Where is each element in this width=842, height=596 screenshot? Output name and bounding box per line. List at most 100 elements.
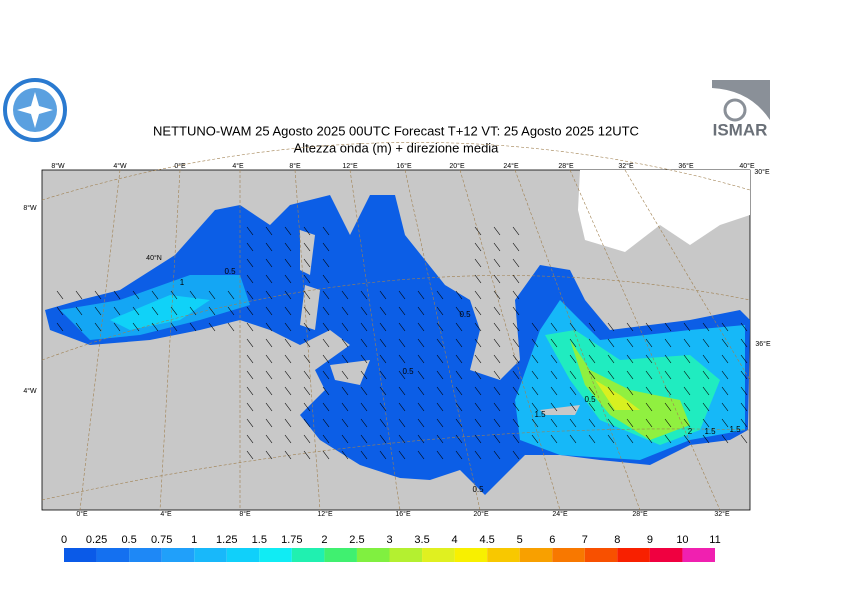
arrow: [398, 402, 406, 412]
arrow: [284, 450, 292, 460]
arrow: [493, 338, 501, 348]
arrow: [322, 450, 330, 460]
arrow: [284, 402, 292, 412]
arrow: [569, 434, 577, 444]
arrow: [664, 338, 672, 348]
arrow: [398, 354, 406, 364]
lon-label: 40°E: [739, 162, 755, 170]
arrow: [493, 306, 501, 316]
arrow: [341, 402, 349, 412]
arrow: [512, 434, 520, 444]
arrow: [341, 338, 349, 348]
arrow: [645, 354, 653, 364]
arrow: [436, 402, 444, 412]
color-box: [454, 548, 488, 562]
arrow: [626, 434, 634, 444]
arrow: [265, 450, 273, 460]
lon-label: 16°E: [395, 510, 411, 518]
arrow: [512, 322, 520, 332]
arrow: [474, 338, 482, 348]
legend-label: 0: [61, 534, 67, 546]
arrow: [474, 386, 482, 396]
arrow: [702, 338, 710, 348]
arrow: [436, 290, 444, 300]
arrow: [360, 434, 368, 444]
arrow: [284, 434, 292, 444]
arrow: [75, 306, 83, 316]
arrow: [379, 450, 387, 460]
arrow: [512, 386, 520, 396]
contour-label: 2: [688, 427, 693, 436]
subtitle: Altezza onda (m) + direzione media: [294, 140, 500, 155]
arrow: [550, 370, 558, 380]
arrow: [683, 386, 691, 396]
arrow: [113, 306, 121, 316]
arrow: [607, 402, 615, 412]
arrow: [322, 242, 330, 252]
legend-label: 0.75: [151, 534, 172, 546]
arrow: [626, 418, 634, 428]
arrow: [113, 322, 121, 332]
arrow: [436, 354, 444, 364]
arrow: [284, 274, 292, 284]
color-box: [682, 548, 715, 562]
arrow: [284, 322, 292, 332]
legend-label: 11: [709, 534, 720, 546]
lon-label: 36°E: [678, 162, 694, 170]
arrow: [569, 354, 577, 364]
arrow: [569, 370, 577, 380]
arrow: [398, 290, 406, 300]
arrow: [626, 322, 634, 332]
lon-label: 4°E: [160, 510, 172, 518]
color-box: [584, 548, 618, 562]
arrow: [227, 306, 235, 316]
arrow: [474, 402, 482, 412]
arrow: [398, 418, 406, 428]
arrow: [607, 322, 615, 332]
arrow: [284, 354, 292, 364]
lon-label: 0°E: [76, 510, 88, 518]
arrow: [360, 450, 368, 460]
arrow: [246, 274, 254, 284]
arrow: [322, 338, 330, 348]
arrow: [512, 418, 520, 428]
arrow: [284, 370, 292, 380]
arrow: [341, 450, 349, 460]
arrow: [246, 370, 254, 380]
lon-label: 20°E: [449, 162, 465, 170]
arrow: [721, 338, 729, 348]
arrow: [208, 306, 216, 316]
arrow: [721, 322, 729, 332]
arrow: [379, 290, 387, 300]
arrow: [607, 434, 615, 444]
arrow: [341, 434, 349, 444]
arrow: [398, 338, 406, 348]
color-box: [649, 548, 683, 562]
color-box: [422, 548, 455, 562]
arrow: [265, 242, 273, 252]
arrow: [645, 386, 653, 396]
arrow: [474, 258, 482, 268]
arrow: [455, 402, 463, 412]
arrow: [740, 434, 748, 444]
arrow: [322, 274, 330, 284]
color-box: [324, 548, 357, 562]
arrow: [303, 418, 311, 428]
arrow: [170, 306, 178, 316]
arrow: [645, 338, 653, 348]
lon-label: 8°E: [289, 162, 301, 170]
arrow: [740, 354, 748, 364]
arrow: [417, 306, 425, 316]
arrow: [322, 226, 330, 236]
arrow: [607, 354, 615, 364]
arrow: [341, 354, 349, 364]
arrow: [512, 258, 520, 268]
arrow: [265, 290, 273, 300]
arrow: [588, 338, 596, 348]
arrow: [493, 370, 501, 380]
arrow: [588, 322, 596, 332]
arrow: [341, 370, 349, 380]
arrow: [303, 402, 311, 412]
arrow: [474, 434, 482, 444]
